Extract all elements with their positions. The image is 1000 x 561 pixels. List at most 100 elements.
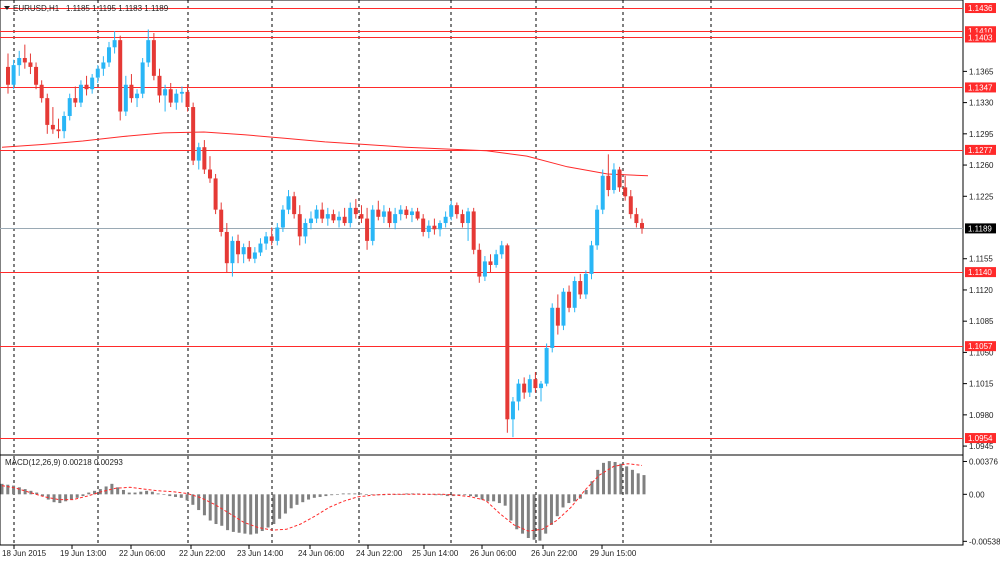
time-tick-label: 18 Jun 2015 (2, 549, 47, 558)
macd-histogram (0, 461, 646, 541)
candle (39, 80, 44, 103)
level-tag: 1.1410 (965, 26, 996, 37)
candle-body (157, 75, 162, 96)
macd-bar (521, 494, 525, 534)
macd-bar (497, 494, 501, 504)
candle (112, 31, 117, 54)
time-tick-label: 19 Jun 13:00 (60, 549, 107, 558)
candle-body (527, 379, 532, 393)
macd-bar (214, 494, 218, 525)
macd-bar (463, 494, 467, 496)
candle (499, 240, 504, 259)
candle (174, 89, 179, 110)
candle (544, 343, 549, 387)
level-tag-label: 1.1140 (968, 268, 992, 277)
current-price-label: 1.1189 (968, 224, 992, 233)
candle-body (118, 40, 123, 112)
candle (561, 288, 566, 331)
candle (449, 200, 454, 221)
candle-body (230, 240, 235, 264)
price-tick-label: 1.1295 (969, 130, 994, 139)
candle (236, 234, 241, 264)
macd-bar (35, 492, 39, 495)
level-tag-box (965, 267, 996, 278)
candle (252, 247, 257, 264)
macd-bar (573, 494, 577, 502)
candle-body (432, 225, 437, 230)
candle (73, 86, 78, 108)
candle (494, 249, 499, 268)
level-tag-box (965, 26, 996, 37)
macd-bar (6, 484, 10, 495)
moving-average-line (1, 131, 649, 177)
candle-body (269, 236, 274, 241)
candle (297, 205, 302, 246)
macd-bar (29, 490, 33, 495)
candle-body (505, 245, 510, 420)
candle-body (146, 40, 151, 63)
macd-bar (434, 494, 438, 496)
candle (342, 207, 347, 226)
candle (157, 68, 162, 103)
candle (241, 243, 246, 264)
price-tick-label: 1.0945 (969, 442, 994, 451)
macd-bar (561, 494, 565, 508)
level-tag-box (965, 82, 996, 93)
candle (202, 140, 207, 174)
candle-body (241, 247, 246, 255)
candle (634, 207, 639, 228)
candle (381, 205, 386, 224)
candle-body (185, 91, 190, 108)
macd-bar (69, 494, 73, 500)
candle (471, 207, 476, 255)
macd-bar (121, 489, 125, 495)
macd-bar (532, 494, 536, 540)
candlestick-series (6, 29, 644, 438)
macd-bar (613, 461, 617, 495)
candle-body (297, 214, 302, 237)
candle (398, 205, 403, 221)
macd-bar (318, 494, 322, 497)
candle-body (202, 147, 207, 170)
candle-body (393, 214, 398, 224)
macd-bar (168, 494, 172, 497)
candle (84, 75, 89, 96)
macd-bar (347, 493, 351, 495)
candle (106, 41, 111, 67)
candle (409, 207, 414, 223)
candle-body (539, 383, 544, 389)
macd-bar (110, 483, 114, 495)
candle-body (179, 91, 184, 94)
macd-bar (174, 494, 178, 497)
current-price-tag: 1.1189 (965, 223, 996, 234)
candle (320, 202, 325, 224)
candle (78, 80, 83, 108)
macd-bar (283, 494, 287, 514)
candle (308, 211, 313, 230)
macd-bar (75, 494, 79, 498)
macd-bar (399, 494, 403, 495)
candle (353, 198, 358, 219)
candle (292, 191, 297, 219)
candle (611, 163, 616, 194)
macd-bar (625, 466, 629, 495)
candle (90, 74, 95, 94)
candle-body (213, 178, 218, 210)
candle-body (39, 84, 44, 99)
dropdown-triangle-icon[interactable] (4, 6, 10, 10)
candle-body (264, 236, 269, 244)
price-tick-label: 1.1155 (969, 255, 993, 264)
macd-bar (630, 469, 634, 495)
candle (606, 154, 611, 197)
candle-body (90, 77, 95, 90)
macd-bar (289, 494, 293, 509)
macd-bar (40, 494, 44, 497)
candle (438, 220, 443, 237)
time-tick-label: 24 Jun 22:00 (356, 549, 403, 558)
candle-body (207, 169, 212, 179)
macd-bar (480, 494, 484, 500)
time-tick-label: 24 Jun 06:00 (298, 549, 345, 558)
time-tick-label: 26 Jun 22:00 (531, 549, 578, 558)
macd-bar (642, 475, 646, 495)
